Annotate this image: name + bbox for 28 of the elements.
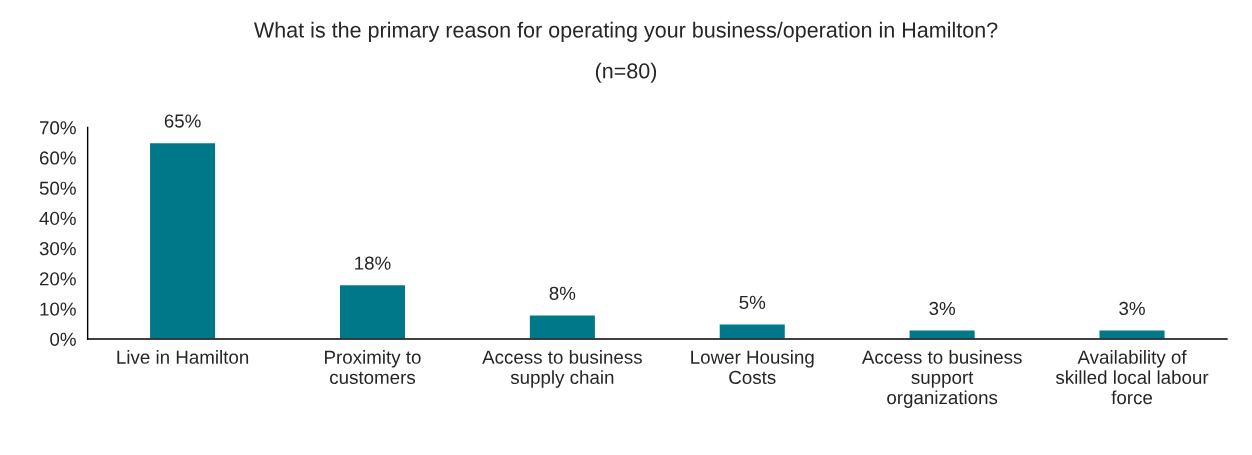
bar bbox=[908, 329, 977, 339]
x-tick-label: Access to business support organizations bbox=[861, 350, 1022, 408]
data-label: 3% bbox=[929, 301, 956, 316]
y-tick-label: 40% bbox=[39, 211, 76, 226]
x-tick-label: Availability of skilled local labour force bbox=[1055, 350, 1209, 405]
bar bbox=[338, 283, 407, 339]
y-tick-label: 20% bbox=[39, 272, 76, 286]
bar bbox=[528, 314, 597, 339]
y-tick-label: 60% bbox=[39, 151, 76, 165]
y-tick-label: 30% bbox=[39, 242, 76, 256]
y-tick-label: 0% bbox=[50, 332, 76, 346]
bar bbox=[1098, 329, 1166, 339]
chart-title: What is the primary reason for operating your business/operation in Hamilton? bbox=[253, 21, 998, 42]
y-tick-label: 50% bbox=[39, 181, 76, 195]
x-tick-label: Proximity to customers bbox=[325, 350, 421, 385]
data-label: 3% bbox=[1119, 301, 1145, 316]
data-label: 65% bbox=[164, 114, 201, 128]
x-tick-label: Lower Housing Costs bbox=[691, 350, 814, 385]
x-tick-label: Access to business supply chain bbox=[482, 350, 642, 388]
y-tick-label: 10% bbox=[40, 302, 76, 316]
data-label: 8% bbox=[549, 286, 576, 300]
data-label: 5% bbox=[739, 295, 766, 310]
x-tick-label: Live in Hamilton bbox=[117, 350, 249, 364]
bar bbox=[148, 141, 217, 339]
y-tick-label: 70% bbox=[39, 121, 76, 135]
data-label: 18% bbox=[355, 256, 391, 270]
chart-subtitle: (n=80) bbox=[595, 62, 657, 83]
bar bbox=[718, 323, 787, 339]
